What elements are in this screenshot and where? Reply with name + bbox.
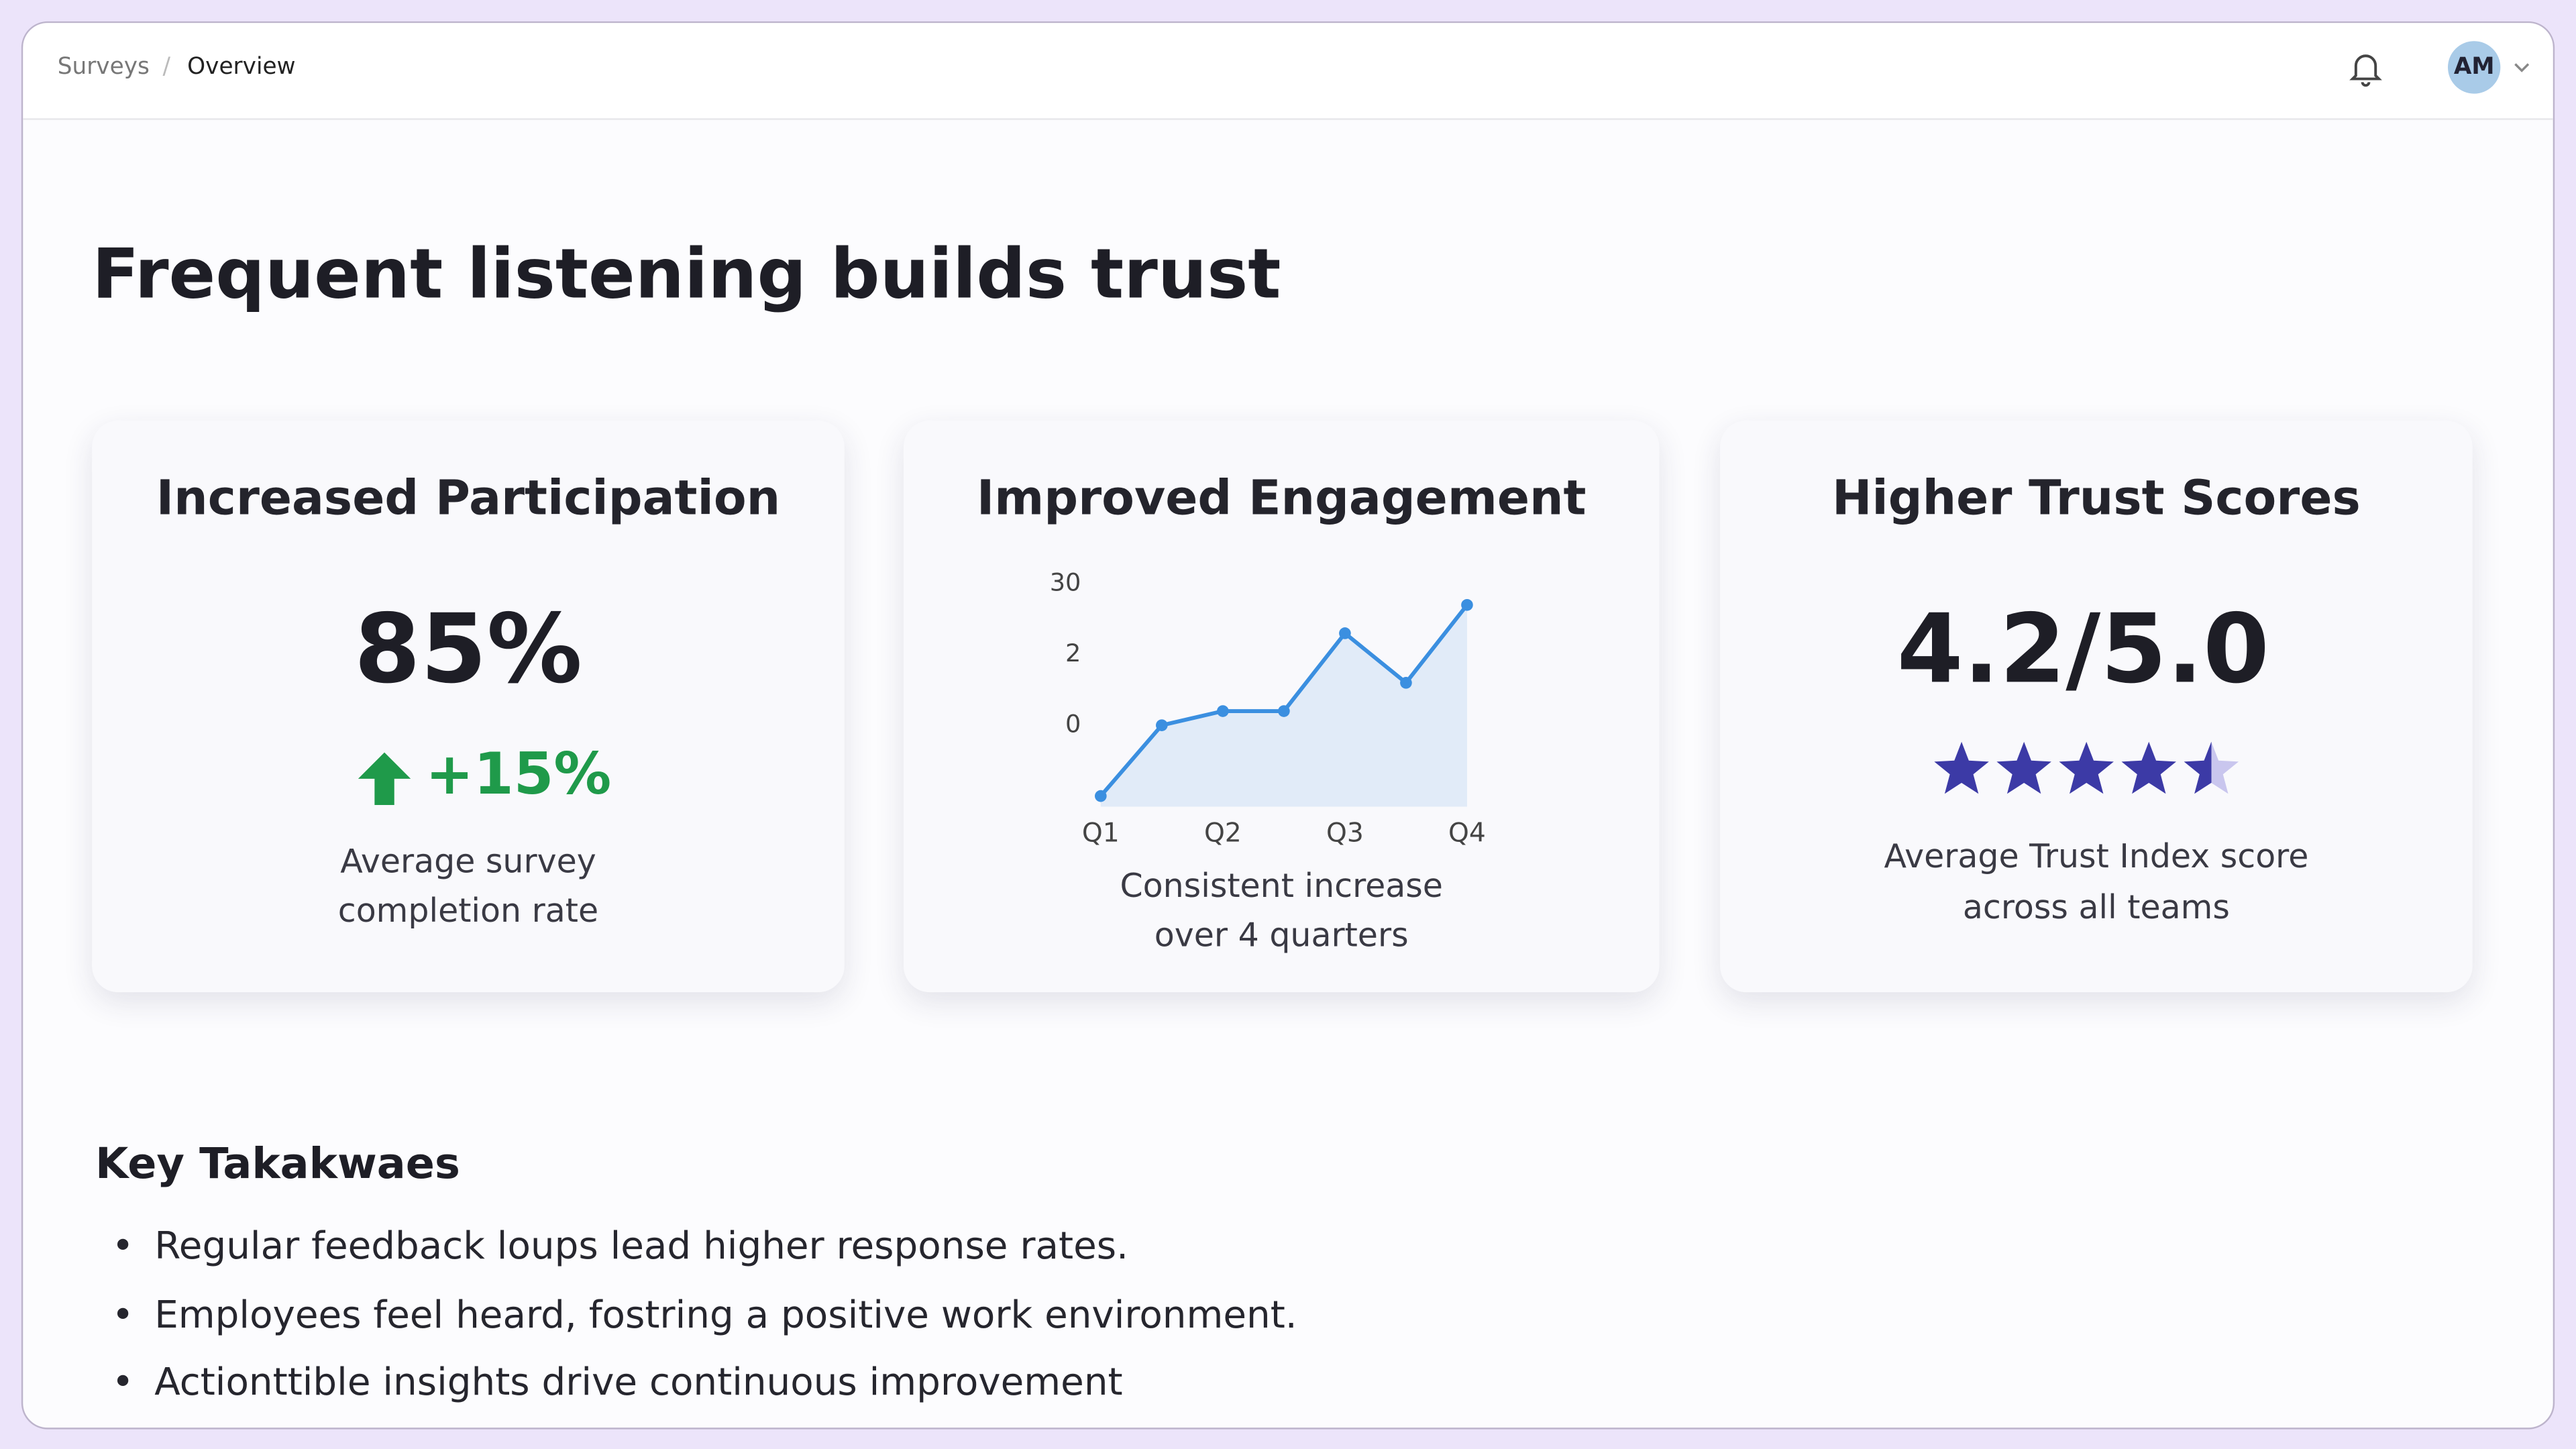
card-caption: Average survey <box>340 841 596 881</box>
bullet: • <box>111 1362 134 1405</box>
page-title: Frequent listening builds trust <box>92 233 1281 314</box>
star <box>2184 741 2239 794</box>
card-title: Increased Participation <box>156 470 781 526</box>
x-tick-label: Q1 <box>1082 818 1120 849</box>
card-caption: Consistent increase <box>1120 865 1443 906</box>
window: Surveys / Overview AM Frequent listening… <box>21 21 2555 1430</box>
x-tick-label: Q3 <box>1326 818 1364 849</box>
user-menu-chevron[interactable] <box>2512 59 2531 75</box>
metric-value: 85% <box>354 593 582 705</box>
user-avatar[interactable]: AM <box>2447 41 2501 94</box>
breadcrumb-separator: / <box>162 54 171 81</box>
star <box>2121 741 2177 794</box>
card-caption: completion rate <box>337 890 599 930</box>
data-point <box>1400 677 1412 689</box>
line-chart: 30 2 0 Q1 Q2 Q3 Q4 <box>1050 568 1486 849</box>
up-arrow <box>358 752 411 806</box>
x-tick-label: Q2 <box>1204 818 1242 849</box>
breadcrumb-current: Overview <box>187 54 296 81</box>
metric-card: Higher Trust Scores 4.2/5.0 Average Trus… <box>1720 420 2473 993</box>
metric-card: Increased Participation 85% +15% Average… <box>92 420 845 993</box>
section-title: Key Takakwaes <box>95 1140 460 1190</box>
data-point <box>1217 705 1229 717</box>
takeaway-item: Actionttible insights drive continuous i… <box>154 1362 1123 1405</box>
data-point <box>1339 627 1351 639</box>
data-point <box>1461 598 1473 611</box>
card-title: Improved Engagement <box>976 470 1587 526</box>
card-caption: Average Trust Index score <box>1884 836 2309 876</box>
y-tick-label: 30 <box>1050 568 1081 597</box>
notification-bell[interactable] <box>2346 49 2385 89</box>
data-point <box>1095 790 1107 802</box>
bullet: • <box>111 1294 134 1338</box>
data-point <box>1278 705 1290 717</box>
metric-value: 4.2/5.0 <box>1896 593 2269 705</box>
takeaway-item: Employees feel heard, fostring a positiv… <box>154 1294 1297 1338</box>
y-tick-label: 2 <box>1065 639 1081 667</box>
star-rating <box>1934 741 2239 794</box>
star <box>2059 741 2114 794</box>
area <box>1100 604 1467 807</box>
card-caption: across all teams <box>1962 887 2230 927</box>
x-tick-label: Q4 <box>1448 818 1486 849</box>
card-caption: over 4 quarters <box>1154 915 1409 955</box>
metric-change: +15% <box>425 742 612 808</box>
card-title: Higher Trust Scores <box>1831 470 2361 526</box>
takeaway-item: Regular feedback loups lead higher respo… <box>154 1225 1129 1269</box>
data-point <box>1156 719 1168 731</box>
breadcrumb-link[interactable]: Surveys <box>57 54 150 81</box>
star <box>1996 741 2051 794</box>
star <box>1934 741 1989 794</box>
chart-card: Improved Engagement 30 2 0 Q1 Q2 Q3 Q4 Consist… <box>903 420 1660 993</box>
y-tick-label: 0 <box>1065 710 1081 739</box>
top-bar: Surveys / Overview AM <box>23 23 2553 120</box>
bullet: • <box>111 1225 134 1269</box>
